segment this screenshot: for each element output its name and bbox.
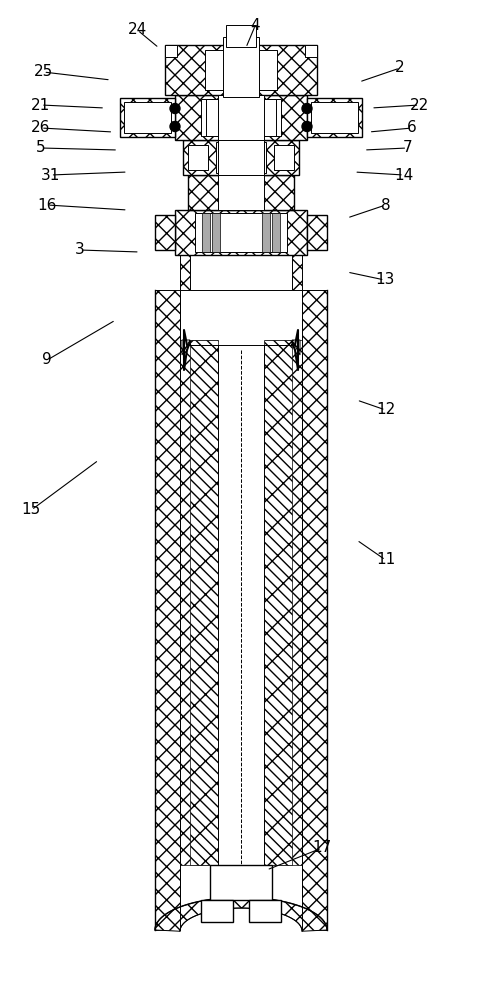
Bar	[311, 102, 358, 133]
Text: 3: 3	[75, 242, 84, 257]
Circle shape	[170, 104, 180, 113]
Bar	[190, 345, 218, 865]
Bar	[212, 213, 220, 252]
Bar	[190, 340, 218, 345]
Bar	[188, 145, 208, 170]
Text: 6: 6	[407, 120, 417, 135]
Bar	[223, 37, 259, 97]
Bar	[272, 213, 280, 252]
Bar	[302, 290, 327, 930]
Text: 15: 15	[22, 502, 41, 518]
Text: 12: 12	[376, 402, 395, 418]
Bar	[180, 290, 302, 930]
Bar	[307, 215, 327, 250]
Polygon shape	[155, 897, 327, 931]
Bar	[274, 145, 294, 170]
Bar	[264, 345, 292, 865]
Bar	[175, 95, 307, 140]
Bar	[265, 340, 302, 865]
Bar	[120, 98, 175, 137]
Text: 9: 9	[42, 353, 52, 367]
Bar	[210, 865, 272, 900]
Bar	[201, 99, 281, 136]
Circle shape	[302, 104, 312, 113]
Bar	[307, 98, 362, 137]
Circle shape	[302, 121, 312, 131]
Bar	[175, 210, 307, 255]
Bar	[206, 99, 224, 136]
Bar	[216, 142, 266, 173]
Bar	[258, 99, 276, 136]
Bar	[249, 900, 281, 922]
Polygon shape	[182, 340, 190, 355]
Text: 22: 22	[410, 98, 429, 112]
Text: 8: 8	[381, 198, 390, 213]
Bar	[180, 340, 217, 865]
Bar	[262, 213, 270, 252]
Bar	[305, 45, 317, 57]
Bar	[226, 25, 256, 47]
Text: 24: 24	[128, 22, 147, 37]
Text: 21: 21	[31, 98, 51, 112]
Text: 13: 13	[375, 272, 394, 288]
Bar	[180, 255, 190, 290]
Bar	[155, 290, 180, 930]
Bar	[124, 102, 171, 133]
Bar	[165, 45, 317, 95]
Text: 5: 5	[36, 140, 46, 155]
Bar	[183, 140, 299, 175]
Bar	[190, 255, 292, 290]
Text: 2: 2	[395, 60, 405, 76]
Bar	[205, 50, 277, 90]
Text: 16: 16	[38, 198, 57, 213]
Bar	[165, 45, 177, 57]
Bar	[201, 900, 233, 922]
Bar	[155, 215, 175, 250]
Text: 4: 4	[251, 17, 260, 32]
Polygon shape	[180, 908, 302, 931]
Bar	[188, 175, 294, 210]
Bar	[264, 340, 292, 345]
Text: 17: 17	[312, 840, 332, 856]
Text: 7: 7	[402, 140, 412, 155]
Text: 31: 31	[41, 167, 60, 182]
Bar	[202, 213, 210, 252]
Text: 25: 25	[34, 64, 53, 80]
Bar	[218, 95, 264, 140]
Bar	[218, 345, 264, 895]
Bar	[218, 175, 264, 210]
Text: 26: 26	[31, 120, 51, 135]
Text: 11: 11	[376, 552, 395, 568]
Text: 14: 14	[394, 167, 414, 182]
Circle shape	[170, 121, 180, 131]
Bar	[195, 213, 287, 252]
Polygon shape	[292, 340, 300, 355]
Bar	[219, 177, 263, 208]
Bar	[292, 255, 302, 290]
Bar	[218, 140, 264, 175]
